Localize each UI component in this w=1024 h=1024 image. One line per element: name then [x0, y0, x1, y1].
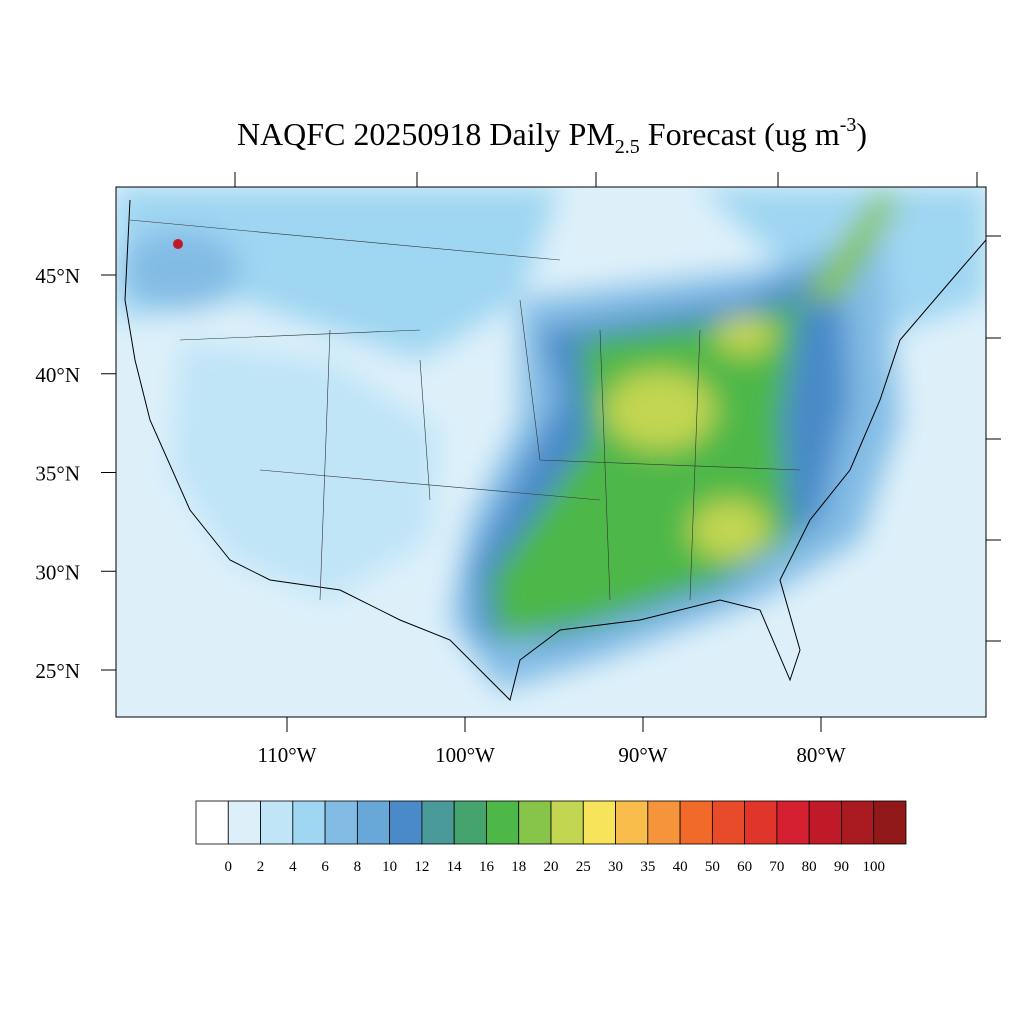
- state-borders: [129, 219, 801, 601]
- lon-label: 90°W: [618, 743, 667, 767]
- lon-label: 80°W: [796, 743, 845, 767]
- map-title: NAQFC 20250918 Daily PM2.5 Forecast (ug …: [237, 114, 867, 158]
- colorbar-box: [647, 800, 681, 845]
- lon-label: 100°W: [435, 743, 495, 767]
- colorbar-label: 2: [257, 859, 265, 875]
- hotspot: [173, 239, 183, 249]
- colorbar-box: [582, 800, 616, 845]
- colorbar-box: [615, 800, 649, 845]
- colorbar-box: [260, 800, 294, 845]
- colorbar-box: [195, 800, 229, 845]
- colorbar-label: 14: [447, 859, 463, 875]
- colorbar-box: [227, 800, 261, 845]
- lat-label: 25°N: [35, 659, 80, 683]
- colorbar-box: [841, 800, 875, 845]
- map-frame: [115, 186, 987, 718]
- pm25-field: [116, 187, 986, 717]
- colorbar-label: 70: [769, 859, 784, 875]
- colorbar-box: [486, 800, 520, 845]
- colorbar-label: 12: [414, 859, 429, 875]
- colorbar-box: [744, 800, 778, 845]
- lat-label: 30°N: [35, 560, 80, 584]
- colorbar-label: 60: [737, 859, 752, 875]
- colorbar-box: [292, 800, 326, 845]
- colorbar-box: [453, 800, 487, 845]
- colorbar-label: 0: [225, 859, 233, 875]
- colorbar-label: 25: [576, 859, 591, 875]
- colorbar-label: 10: [382, 859, 397, 875]
- colorbar-label: 16: [479, 859, 495, 875]
- lat-label: 35°N: [35, 462, 80, 486]
- colorbar-label: 20: [544, 859, 559, 875]
- colorbar-box: [808, 800, 842, 845]
- lat-label: 40°N: [35, 363, 80, 387]
- colorbar-box: [518, 800, 552, 845]
- colorbar-label: 50: [705, 859, 720, 875]
- colorbar-label: 35: [640, 859, 655, 875]
- colorbar-label: 80: [802, 859, 817, 875]
- colorbar-label: 8: [354, 859, 362, 875]
- lat-label: 45°N: [35, 264, 80, 288]
- colorbar-box: [389, 800, 423, 845]
- coastline: [124, 199, 986, 701]
- colorbar-label: 100: [862, 859, 885, 875]
- colorbar-box: [711, 800, 746, 845]
- colorbar-box: [421, 800, 455, 845]
- colorbar-box: [776, 800, 810, 845]
- colorbar-box: [873, 800, 907, 845]
- colorbar-box: [324, 800, 358, 845]
- frame-ticks: [234, 172, 1001, 642]
- colorbar-label: 30: [608, 859, 623, 875]
- colorbar-label: 4: [289, 859, 297, 875]
- colorbar-box: [550, 800, 584, 845]
- colorbar-label: 6: [321, 859, 329, 875]
- colorbar-box: [356, 800, 391, 845]
- colorbar-label: 90: [834, 859, 849, 875]
- colorbar-box: [679, 800, 713, 845]
- colorbar-label: 40: [673, 859, 688, 875]
- colorbar-label: 18: [511, 859, 526, 875]
- lon-label: 110°W: [258, 743, 317, 767]
